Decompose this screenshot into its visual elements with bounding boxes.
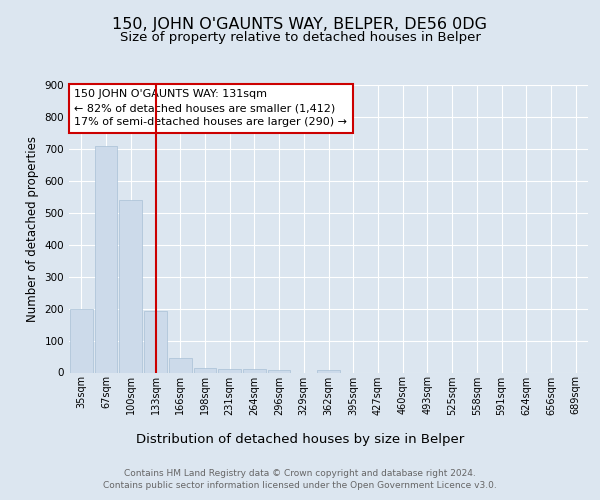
- Text: Distribution of detached houses by size in Belper: Distribution of detached houses by size …: [136, 432, 464, 446]
- Bar: [70, 308, 93, 372]
- Bar: [194, 368, 216, 372]
- Bar: [95, 146, 118, 372]
- Bar: [169, 358, 191, 372]
- Bar: [119, 200, 142, 372]
- Bar: [144, 311, 167, 372]
- Text: Contains HM Land Registry data © Crown copyright and database right 2024.
Contai: Contains HM Land Registry data © Crown c…: [103, 469, 497, 490]
- Y-axis label: Number of detached properties: Number of detached properties: [26, 136, 39, 322]
- Bar: [317, 370, 340, 372]
- Bar: [218, 369, 241, 372]
- Text: Size of property relative to detached houses in Belper: Size of property relative to detached ho…: [119, 31, 481, 44]
- Bar: [243, 369, 266, 372]
- Text: 150 JOHN O'GAUNTS WAY: 131sqm
← 82% of detached houses are smaller (1,412)
17% o: 150 JOHN O'GAUNTS WAY: 131sqm ← 82% of d…: [74, 90, 347, 128]
- Text: 150, JOHN O'GAUNTS WAY, BELPER, DE56 0DG: 150, JOHN O'GAUNTS WAY, BELPER, DE56 0DG: [113, 18, 487, 32]
- Bar: [268, 370, 290, 372]
